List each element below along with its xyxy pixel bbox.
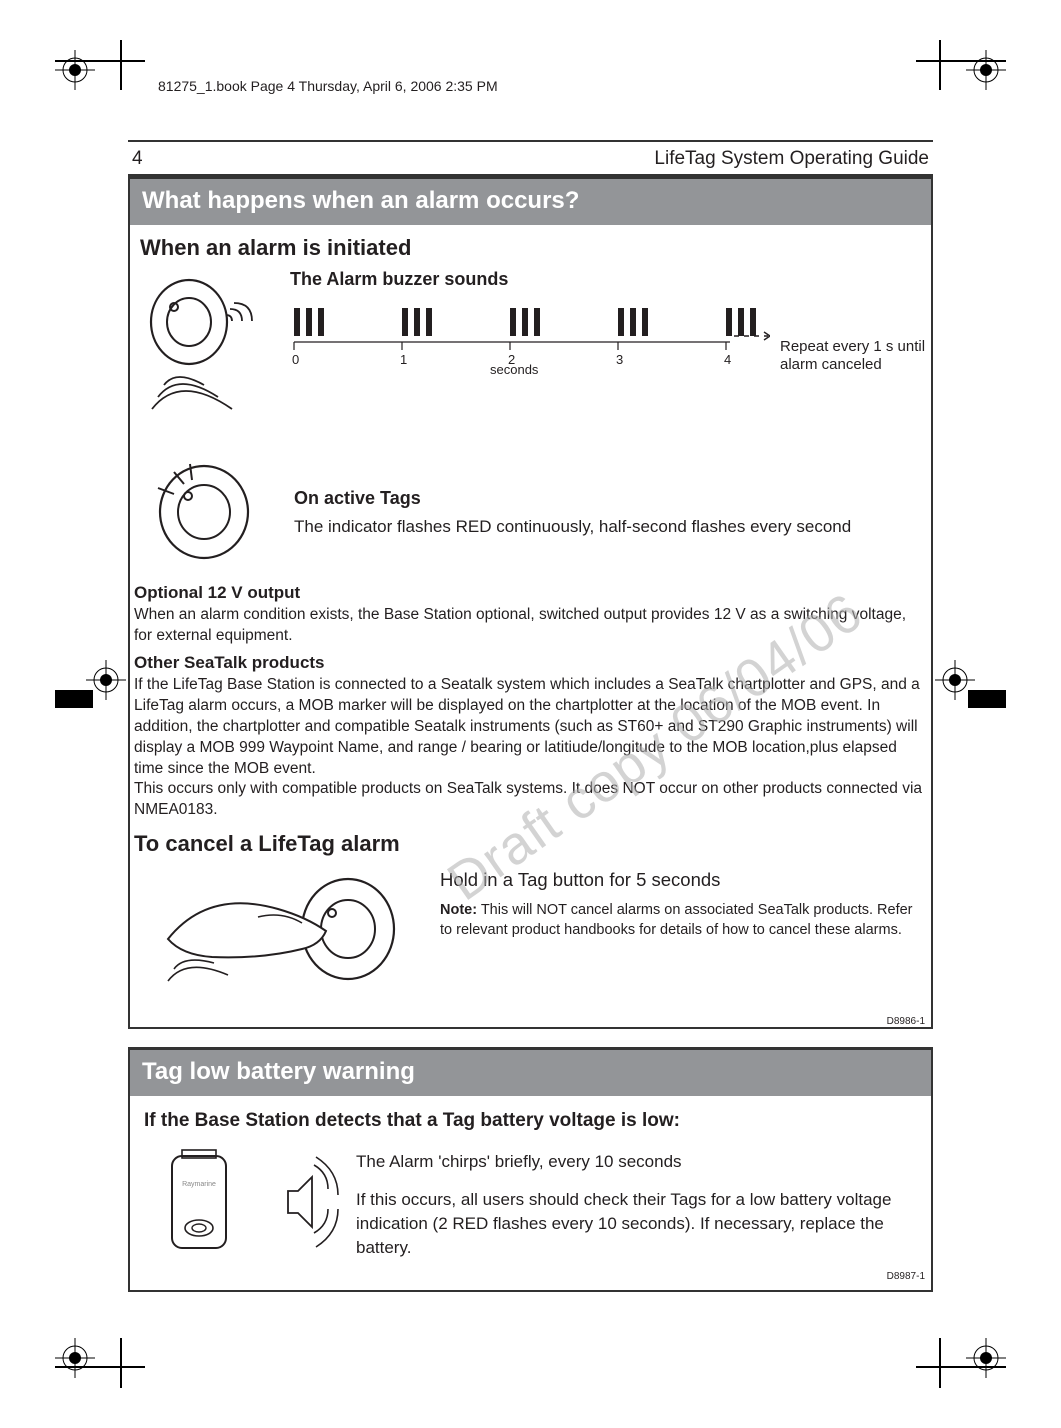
running-header: 4 LifeTag System Operating Guide bbox=[128, 148, 933, 174]
page-number: 4 bbox=[132, 148, 143, 170]
registration-target-icon bbox=[966, 50, 1006, 90]
buzzer-timeline-chart: 0 1 2 3 4 seconds bbox=[290, 296, 770, 374]
other-seatalk-body1: If the LifeTag Base Station is connected… bbox=[134, 675, 927, 780]
buzzer-heading: The Alarm buzzer sounds bbox=[290, 267, 930, 296]
section-alarm: What happens when an alarm occurs? When … bbox=[128, 174, 933, 1029]
opt12-heading: Optional 12 V output bbox=[134, 577, 927, 605]
other-seatalk-body2: This occurs only with compatible product… bbox=[134, 779, 927, 821]
pdf-header-line: 81275_1.book Page 4 Thursday, April 6, 2… bbox=[158, 78, 498, 94]
note-label: Note: bbox=[440, 902, 477, 918]
active-tags-body: The indicator flashes RED continuously, … bbox=[294, 516, 927, 539]
svg-text:Raymarine: Raymarine bbox=[182, 1181, 216, 1188]
page-content: 4 LifeTag System Operating Guide What ha… bbox=[128, 140, 933, 1292]
svg-text:0: 0 bbox=[292, 352, 299, 367]
seconds-label: seconds bbox=[490, 362, 539, 374]
active-tags-heading: On active Tags bbox=[294, 484, 927, 516]
note-line: Note: This will NOT cancel alarms on ass… bbox=[440, 901, 923, 940]
registration-target-icon bbox=[966, 1338, 1006, 1378]
section-heading: What happens when an alarm occurs? bbox=[130, 176, 931, 225]
guide-title: LifeTag System Operating Guide bbox=[654, 148, 929, 170]
svg-text:3: 3 bbox=[616, 352, 623, 367]
diagram-id: D8986-1 bbox=[130, 1012, 931, 1027]
note-body: This will NOT cancel alarms on associate… bbox=[440, 902, 913, 938]
lowbat-body: If this occurs, all users should check t… bbox=[356, 1188, 917, 1259]
hold-line: Hold in a Tag button for 5 seconds bbox=[440, 869, 923, 891]
svg-text:4: 4 bbox=[724, 352, 731, 367]
chirp-line: The Alarm 'chirps' briefly, every 10 sec… bbox=[356, 1150, 917, 1174]
crop-mark bbox=[939, 1338, 941, 1388]
crop-mark bbox=[120, 40, 122, 90]
lowbat-subheading: If the Base Station detects that a Tag b… bbox=[130, 1096, 931, 1142]
hand-press-tag-icon bbox=[138, 869, 418, 994]
speaker-chirp-icon bbox=[270, 1147, 340, 1262]
cancel-heading: To cancel a LifeTag alarm bbox=[134, 821, 927, 863]
base-station-icon: Raymarine bbox=[144, 1142, 254, 1267]
top-rule bbox=[128, 140, 933, 142]
registration-target-icon bbox=[55, 50, 95, 90]
opt12-body: When an alarm condition exists, the Base… bbox=[134, 605, 927, 647]
crop-mark bbox=[120, 1338, 122, 1388]
diagram-id: D8987-1 bbox=[130, 1267, 931, 1282]
other-seatalk-heading: Other SeaTalk products bbox=[134, 647, 927, 675]
section-low-battery: Tag low battery warning If the Base Stat… bbox=[128, 1047, 933, 1292]
svg-text:1: 1 bbox=[400, 352, 407, 367]
crop-mark bbox=[939, 40, 941, 90]
section-subheading: When an alarm is initiated bbox=[130, 225, 931, 267]
tag-led-icon bbox=[134, 454, 274, 569]
repeat-note: Repeat every 1 s until alarm canceled bbox=[780, 338, 930, 374]
registration-target-icon bbox=[935, 660, 975, 700]
registration-target-icon bbox=[55, 1338, 95, 1378]
tag-emitting-icon bbox=[134, 267, 274, 432]
registration-target-icon bbox=[86, 660, 126, 700]
section-heading: Tag low battery warning bbox=[130, 1047, 931, 1096]
